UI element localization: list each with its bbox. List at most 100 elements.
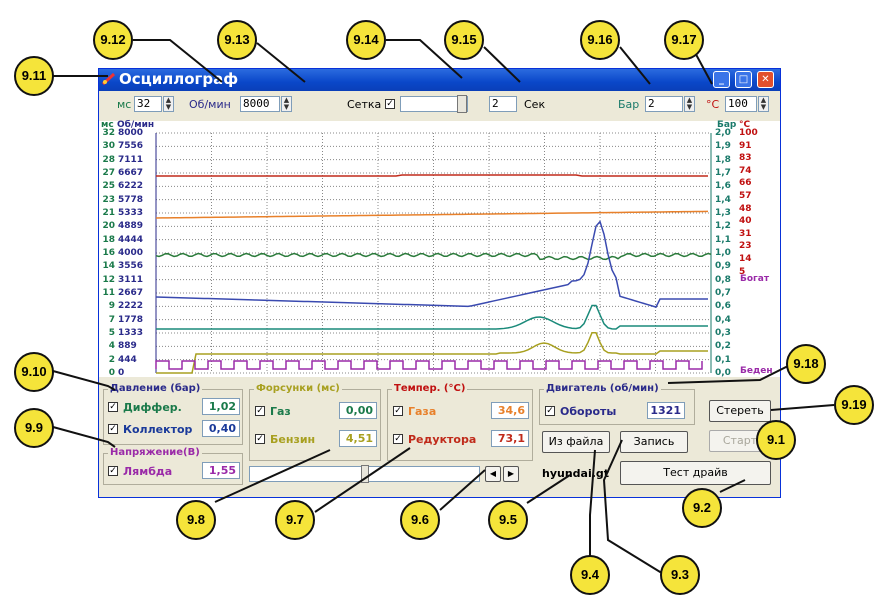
ms-tick-label: 5 (108, 328, 115, 338)
callout-9-19: 9.19 (834, 385, 874, 425)
engine-rpm-checkbox[interactable]: ✓ (545, 406, 555, 416)
temp-gas-label: Газа (408, 405, 437, 418)
collector-value: 0,40 (202, 420, 240, 437)
ms-scale-spinner[interactable]: ▲ ▼ (163, 96, 174, 112)
collector-label: Коллектор (123, 423, 193, 436)
callout-9-1: 9.1 (756, 420, 796, 460)
voltage-group: Напряжение(В) (103, 447, 243, 485)
rpm-scale-input[interactable]: 8000 (240, 96, 280, 112)
injector-gas-label: Газ (270, 405, 291, 418)
record-button[interactable]: Запись (620, 431, 688, 453)
start-button[interactable]: Старт (709, 430, 771, 452)
temperature-group: Темпер. (°С) (387, 383, 533, 461)
temp-reducer-label: Редуктора (408, 433, 477, 446)
engine-group-title: Двигатель (об/мин) (544, 383, 661, 394)
callout-9-17: 9.17 (664, 20, 704, 60)
grid-checkbox[interactable]: ✓ (385, 99, 395, 109)
maximize-button[interactable]: □ (735, 71, 752, 88)
oscilloscope-app-icon (102, 72, 116, 86)
ms-tick-label: 7 (108, 314, 115, 325)
temp-tick-label: 48 (739, 203, 752, 214)
grid-label: Сетка (347, 98, 382, 111)
test-drive-button[interactable]: Тест драйв (620, 461, 771, 485)
bar-tick-label: 1,6 (715, 181, 731, 192)
bar-tick-label: 1,9 (715, 141, 731, 152)
engine-rpm-value: 1321 (647, 402, 685, 419)
rpm-tick-label: 2667 (118, 288, 144, 298)
temp-tick-label: 91 (739, 140, 752, 151)
temp-gas-checkbox[interactable]: ✓ (393, 406, 403, 416)
temp-tick-label: 100 (739, 128, 758, 138)
playback-scrollbar-thumb[interactable] (361, 465, 369, 483)
diff-value: 1,02 (202, 398, 240, 415)
temperature-group-title: Темпер. (°С) (392, 383, 468, 394)
bar-scale-input[interactable]: 2 (645, 96, 683, 112)
rpm-tick-label: 7556 (118, 141, 144, 152)
temp-reducer-checkbox[interactable]: ✓ (393, 434, 403, 444)
ms-tick-label: 23 (102, 194, 115, 205)
temp-reducer-value: 73,1 (491, 430, 529, 447)
temp-scale-input[interactable]: 100 (725, 96, 757, 112)
lambda-checkbox[interactable]: ✓ (108, 466, 118, 476)
engine-rpm-trace (155, 220, 708, 309)
bar-scale-spinner[interactable]: ▲ ▼ (684, 96, 695, 112)
rpm-tick-label: 5778 (118, 194, 144, 205)
ms-tick-label: 28 (102, 154, 115, 165)
seconds-input[interactable]: 2 (489, 96, 517, 112)
bar-label: Бар (618, 98, 640, 111)
close-button[interactable]: ✕ (757, 71, 774, 88)
bar-tick-label: 1,1 (715, 234, 731, 245)
ms-tick-label: 9 (108, 301, 115, 312)
bar-tick-label: 0,9 (715, 261, 731, 272)
title-bar[interactable]: Осциллограф _ □ ✕ (99, 69, 780, 91)
bar-tick-label: 2,0 (715, 128, 731, 138)
collector-checkbox[interactable]: ✓ (108, 424, 118, 434)
rpm-tick-label: 6222 (118, 181, 144, 192)
ms-scale-input[interactable]: 32 (134, 96, 162, 112)
callout-9-12: 9.12 (93, 20, 133, 60)
ms-tick-label: 16 (102, 248, 115, 258)
reducer-temp-trace (156, 174, 708, 177)
lambda-label: Лямбда (123, 465, 173, 478)
injector-gas-checkbox[interactable]: ✓ (255, 406, 265, 416)
callout-9-8: 9.8 (176, 500, 216, 540)
bar-tick-label: 0,4 (715, 314, 731, 325)
temp-scale-spinner[interactable]: ▲ ▼ (758, 96, 769, 112)
rpm-tick-label: 3556 (118, 261, 144, 272)
time-window-slider-thumb[interactable] (457, 95, 467, 113)
callout-9-10: 9.10 (14, 352, 54, 392)
diff-checkbox[interactable]: ✓ (108, 402, 118, 412)
rpm-tick-label: 4889 (118, 221, 144, 232)
pressure-group: Давление (бар) (103, 383, 243, 445)
rpm-scale-spinner[interactable]: ▲ ▼ (281, 96, 292, 112)
callout-9-11: 9.11 (14, 56, 54, 96)
from-file-button[interactable]: Из файла (542, 431, 610, 453)
bar-tick-label: 1,7 (715, 168, 731, 178)
callout-9-9: 9.9 (14, 408, 54, 448)
callout-9-6: 9.6 (400, 500, 440, 540)
callout-9-2: 9.2 (682, 488, 722, 528)
scroll-left-button[interactable]: ◀ (485, 466, 501, 482)
seconds-label: Сек (524, 98, 546, 111)
bar-tick-label: 1,0 (715, 248, 731, 258)
bar-tick-label: 0,3 (715, 328, 731, 338)
rpm-tick-label: 4444 (118, 234, 144, 245)
ms-tick-label: 0 (108, 368, 115, 378)
temp-tick-label: 83 (739, 153, 752, 164)
oscilloscope-plot: мс Об/мин Бар °С 32 30 28 27 25 23 21 20 18 16 14 1… (99, 121, 780, 378)
time-window-slider[interactable] (400, 96, 468, 112)
injector-gas-value: 0,00 (339, 402, 377, 419)
rpm-tick-label: 0 (118, 368, 125, 378)
injector-petrol-checkbox[interactable]: ✓ (255, 434, 265, 444)
plot-canvas (155, 132, 712, 374)
bar-tick-label: 1,8 (715, 154, 731, 165)
scroll-right-button[interactable]: ▶ (503, 466, 519, 482)
minimize-button[interactable]: _ (713, 71, 730, 88)
injector-petrol-label: Бензин (270, 433, 316, 446)
rpm-tick-label: 8000 (118, 128, 144, 138)
bar-tick-label: 1,4 (715, 194, 731, 205)
rpm-tick-label: 1778 (118, 314, 144, 325)
voltage-group-title: Напряжение(В) (108, 447, 202, 458)
injector-petrol-value: 4,51 (339, 430, 377, 447)
erase-button[interactable]: Стереть (709, 400, 771, 422)
